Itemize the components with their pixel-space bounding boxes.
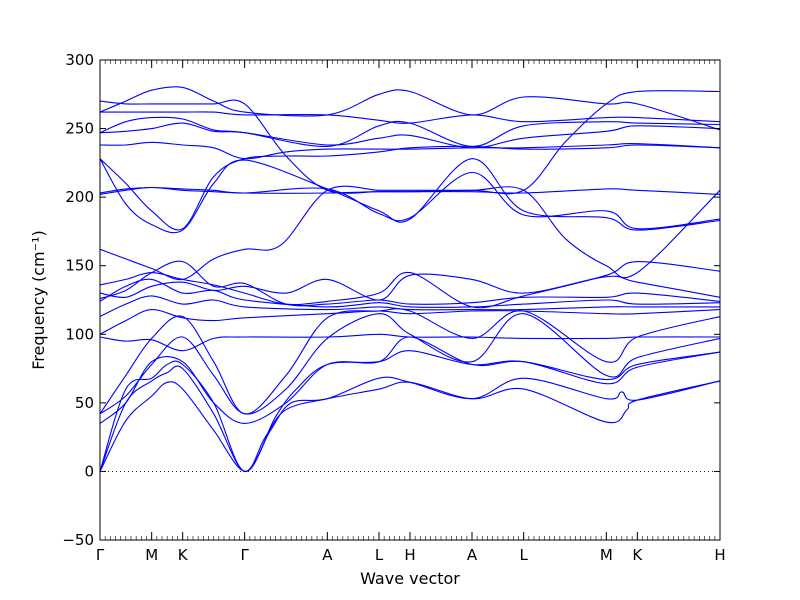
- y-tick-label: −50: [62, 531, 94, 549]
- y-tick-label: 0: [84, 462, 94, 480]
- y-tick-label: 100: [65, 325, 94, 343]
- x-tick-label: L: [519, 546, 528, 564]
- phonon-band-21: [100, 116, 720, 147]
- y-tick-label: 50: [75, 394, 94, 412]
- phonon-band-19: [100, 141, 720, 160]
- x-tick-label: L: [375, 546, 384, 564]
- phonon-band-8: [100, 309, 720, 335]
- phonon-band-20: [100, 122, 720, 149]
- plot-frame: [99, 59, 721, 541]
- x-tick-label: Γ: [240, 546, 249, 564]
- phonon-band-16: [100, 171, 720, 230]
- x-tick-label: A: [322, 546, 333, 564]
- phonon-band-1: [100, 380, 720, 472]
- phonon-band-9: [100, 295, 720, 317]
- x-tick-label: K: [632, 546, 643, 564]
- phonon-band-24: [100, 90, 720, 195]
- phonon-band-22: [100, 111, 720, 124]
- y-axis-ticks: −50 0 50 100 150 200 250 300: [62, 51, 720, 549]
- phonon-band-15: [100, 186, 720, 195]
- y-tick-label: 150: [65, 257, 94, 275]
- phonon-band-17: [100, 158, 720, 234]
- x-tick-label: M: [145, 546, 158, 564]
- y-tick-label: 250: [65, 120, 94, 138]
- phonon-band-5: [100, 313, 720, 415]
- y-tick-label: 200: [65, 188, 94, 206]
- band-lines: [100, 86, 720, 472]
- y-tick-label: 300: [65, 51, 94, 69]
- phonon-band-10: [100, 278, 720, 308]
- x-axis-title: Wave vector: [360, 569, 460, 588]
- x-tick-label: H: [714, 546, 725, 564]
- phonon-band-11: [100, 260, 720, 307]
- phonon-band-14: [100, 185, 720, 281]
- x-tick-label: M: [600, 546, 613, 564]
- phonon-band-2: [100, 365, 720, 472]
- x-tick-label: K: [178, 546, 189, 564]
- phonon-band-7: [100, 333, 720, 352]
- y-axis-title: Frequency (cm⁻¹): [29, 230, 48, 369]
- x-tick-label: A: [467, 546, 478, 564]
- phonon-band-18: [100, 144, 720, 231]
- x-tick-label: Γ: [96, 546, 105, 564]
- x-tick-label: H: [404, 546, 415, 564]
- phonon-band-4: [100, 336, 720, 424]
- phonon-band-3: [100, 350, 720, 472]
